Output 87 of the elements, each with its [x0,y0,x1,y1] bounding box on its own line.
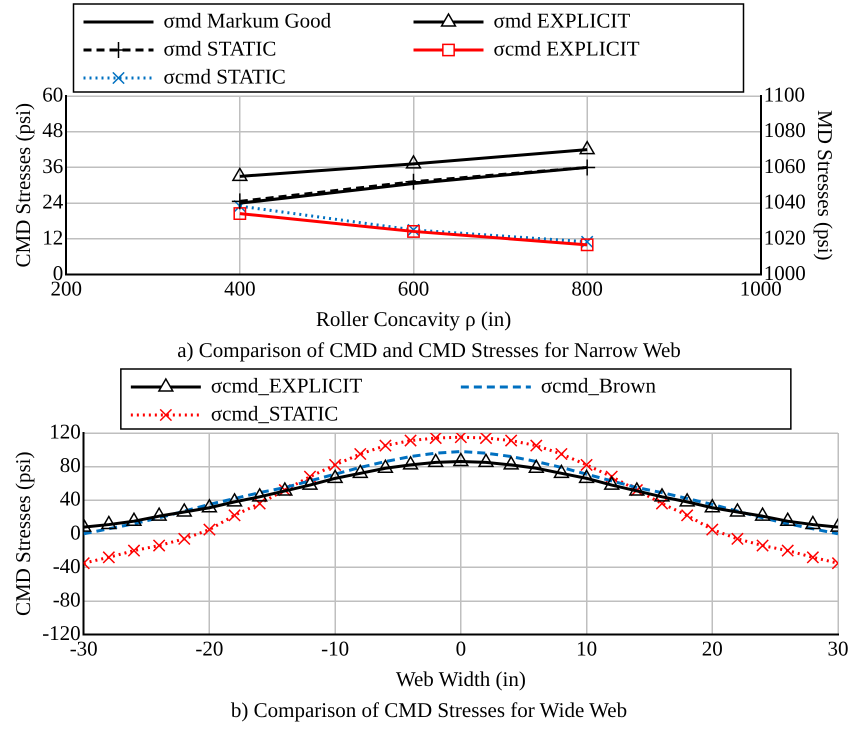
legend-label: σmd STATIC [164,36,276,61]
point [152,539,166,552]
point [101,516,117,530]
point [754,507,770,521]
y-axis-title: CMD Stresses (psi) [11,452,36,616]
point [805,516,821,530]
point [378,460,394,474]
point [554,464,570,478]
point [580,235,594,248]
point [806,550,820,564]
point [756,539,769,552]
y-tick-label: 80 [60,453,81,478]
point [176,503,192,517]
point [528,460,544,474]
point [232,168,248,182]
point [352,464,368,478]
x-tick-label: -20 [195,636,224,661]
point [428,454,444,468]
legend-label: σcmd_STATIC [210,402,338,426]
x-tick-label: 400 [224,276,256,301]
x-tick-label: 20 [702,636,723,661]
x-tick-label: -10 [321,636,350,661]
point [128,544,140,558]
point [478,454,494,468]
legend-label: σmd Markum Good [164,8,332,33]
y-tick-label: 12 [42,225,64,250]
x-tick-label: 800 [571,276,603,301]
y2-axis-title: MD Stresses (psi) [812,110,837,261]
point [203,523,216,536]
point [202,499,218,513]
text: a) Comparison of CMD and CMD Stresses for Narrow Web [176,337,682,364]
point [453,452,469,466]
x-axis-title: Web Width (in) [396,666,526,691]
point [327,470,343,484]
point [580,238,594,252]
point [302,476,318,490]
point [578,470,594,484]
point [252,488,268,502]
point [730,503,746,517]
point [680,508,694,522]
point [231,192,249,210]
point [233,207,246,220]
point [151,507,167,521]
legend-label: σmd EXPLICIT [494,8,630,33]
legend-label: σcmd_Brown [540,374,656,398]
y2-tick-label: 1080 [764,118,806,142]
y-tick-label: -40 [52,554,81,578]
legend-label: σcmd EXPLICIT [494,36,640,61]
legend-label: σcmd_EXPLICIT [210,374,362,398]
y2-tick-label: 1060 [764,154,806,178]
y-tick-label: 60 [42,82,64,107]
y-tick-label: 36 [42,154,64,178]
point [228,508,241,522]
point [731,532,744,546]
y-axis-title: CMD Stresses (psi) [11,103,36,268]
x-axis-title: Roller Concavity ρ (in) [316,306,512,331]
point [178,532,191,546]
y-tick-label: 120 [49,420,81,444]
y2-tick-label: 1040 [764,190,806,214]
point [404,172,422,190]
y-tick-label: 40 [60,486,81,511]
x-tick-label: 10 [576,636,598,661]
y2-tick-label: 1100 [764,82,806,107]
point [402,456,418,470]
point [406,155,422,169]
point [706,523,719,536]
x-tick-label: 600 [398,276,430,301]
point [503,456,519,470]
text: b) Comparison of CMD Stresses for Wide Web [230,697,628,724]
point [126,512,142,526]
point [604,476,620,490]
y-tick-label: -80 [52,588,81,612]
point [102,550,116,564]
point [679,493,695,507]
point [704,499,720,513]
point [781,544,794,558]
legend-label: σcmd STATIC [164,64,286,89]
y-tick-label: 24 [42,190,64,214]
y2-tick-label: 1020 [764,225,806,250]
point [579,140,595,154]
point [226,493,242,507]
point [654,488,670,502]
x-tick-label: 30 [828,636,848,661]
y-tick-label: 0 [70,520,81,544]
x-tick-label: 0 [456,636,466,661]
point [780,512,796,526]
y-tick-label: 48 [42,118,64,142]
